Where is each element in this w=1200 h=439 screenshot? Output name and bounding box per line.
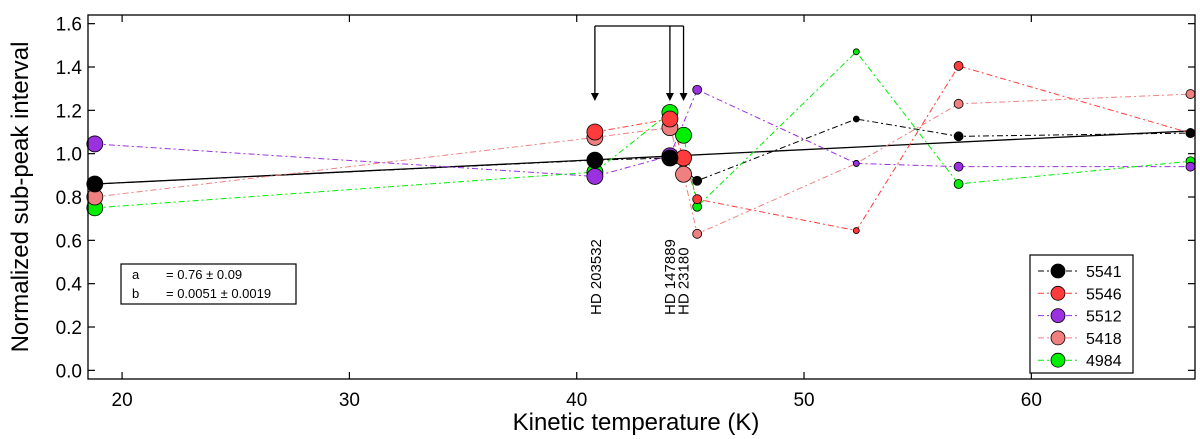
y-tick-label: 0.8	[56, 188, 82, 209]
legend-marker-4984	[1050, 352, 1066, 368]
x-tick-label: 30	[339, 390, 360, 411]
legend-label-5512: 5512	[1086, 309, 1122, 326]
point-5541	[852, 115, 860, 123]
series-line-5418	[94, 93, 1191, 235]
legend-marker-5418	[1050, 330, 1066, 346]
point-5418	[675, 165, 692, 183]
y-tick-label: 1.4	[56, 58, 83, 79]
legend-label-5418: 5418	[1086, 331, 1122, 348]
y-tick-label: 1.2	[56, 101, 82, 122]
arrow-head	[679, 93, 688, 101]
point-4984	[953, 179, 964, 189]
legend-frame	[1029, 254, 1134, 374]
point-5546	[586, 123, 604, 141]
fit-box: a = 0.76 ± 0.09 b = 0.0051 ± 0.0019	[120, 263, 297, 305]
legend-marker-5512	[1050, 308, 1066, 324]
point-5541	[86, 175, 104, 193]
point-5546	[953, 61, 964, 71]
y-tick-label: 0.6	[56, 231, 82, 252]
x-tick-label: 40	[566, 390, 587, 411]
point-4984	[852, 48, 860, 56]
x-axis-label: Kinetic temperature (K)	[513, 409, 760, 436]
arrow-head	[665, 93, 674, 101]
x-tick-label: 60	[1021, 390, 1042, 411]
fit-box-frame	[120, 263, 297, 305]
axis-ticks	[88, 15, 1195, 379]
y-tick-label: 1.6	[56, 15, 82, 36]
point-5512	[692, 84, 703, 95]
point-5512	[1185, 161, 1196, 172]
annotation-label: HD 203532	[588, 239, 605, 315]
x-tick-label: 20	[112, 390, 133, 411]
fit-b-value: = 0.0051 ± 0.0019	[166, 286, 271, 301]
annotation-label: HD 147889	[662, 239, 679, 315]
tick-labels: 20 30 40 50 60 0.0 0.2 0.4 0.6 0.8 1.0 1.2 1.4 1.6	[56, 15, 1042, 411]
point-4984	[675, 126, 692, 144]
point-5512	[586, 168, 604, 185]
y-tick-label: 0.0	[56, 361, 82, 382]
point-5541	[953, 131, 964, 142]
point-5541	[692, 175, 703, 186]
point-5418	[692, 228, 703, 239]
point-5418	[1185, 89, 1196, 99]
y-tick-label: 0.4	[56, 275, 83, 296]
point-5512	[86, 135, 104, 153]
y-tick-label: 0.2	[56, 318, 82, 339]
point-5512	[953, 161, 964, 172]
plot-frame	[87, 14, 1196, 380]
y-axis-label: Normalized sub-peak interval	[7, 42, 34, 353]
point-5546	[661, 110, 679, 128]
legend-label-5541: 5541	[1086, 264, 1122, 281]
y-tick-label: 1.0	[56, 145, 82, 166]
fit-a-value: = 0.76 ± 0.09	[166, 267, 242, 282]
legend: 5541 5546 5512 5418 4984	[1029, 254, 1134, 374]
arrow-head	[590, 93, 599, 101]
point-5541	[661, 149, 679, 167]
legend-label-4984: 4984	[1086, 353, 1122, 370]
point-5541	[1185, 128, 1196, 138]
annotation-arrows	[590, 25, 688, 101]
series-points	[86, 48, 1196, 239]
fit-b-label: b	[132, 286, 139, 301]
legend-marker-5541	[1050, 263, 1066, 279]
fit-a-label: a	[132, 267, 140, 282]
point-5541	[586, 151, 604, 169]
x-tick-label: 50	[793, 390, 814, 411]
point-5546	[852, 227, 860, 234]
point-5418	[953, 98, 964, 109]
point-5546	[692, 194, 703, 205]
legend-marker-5546	[1050, 285, 1066, 301]
point-5512	[852, 160, 860, 167]
legend-label-5546: 5546	[1086, 286, 1122, 303]
annotation-label: HD 23180	[676, 247, 693, 315]
